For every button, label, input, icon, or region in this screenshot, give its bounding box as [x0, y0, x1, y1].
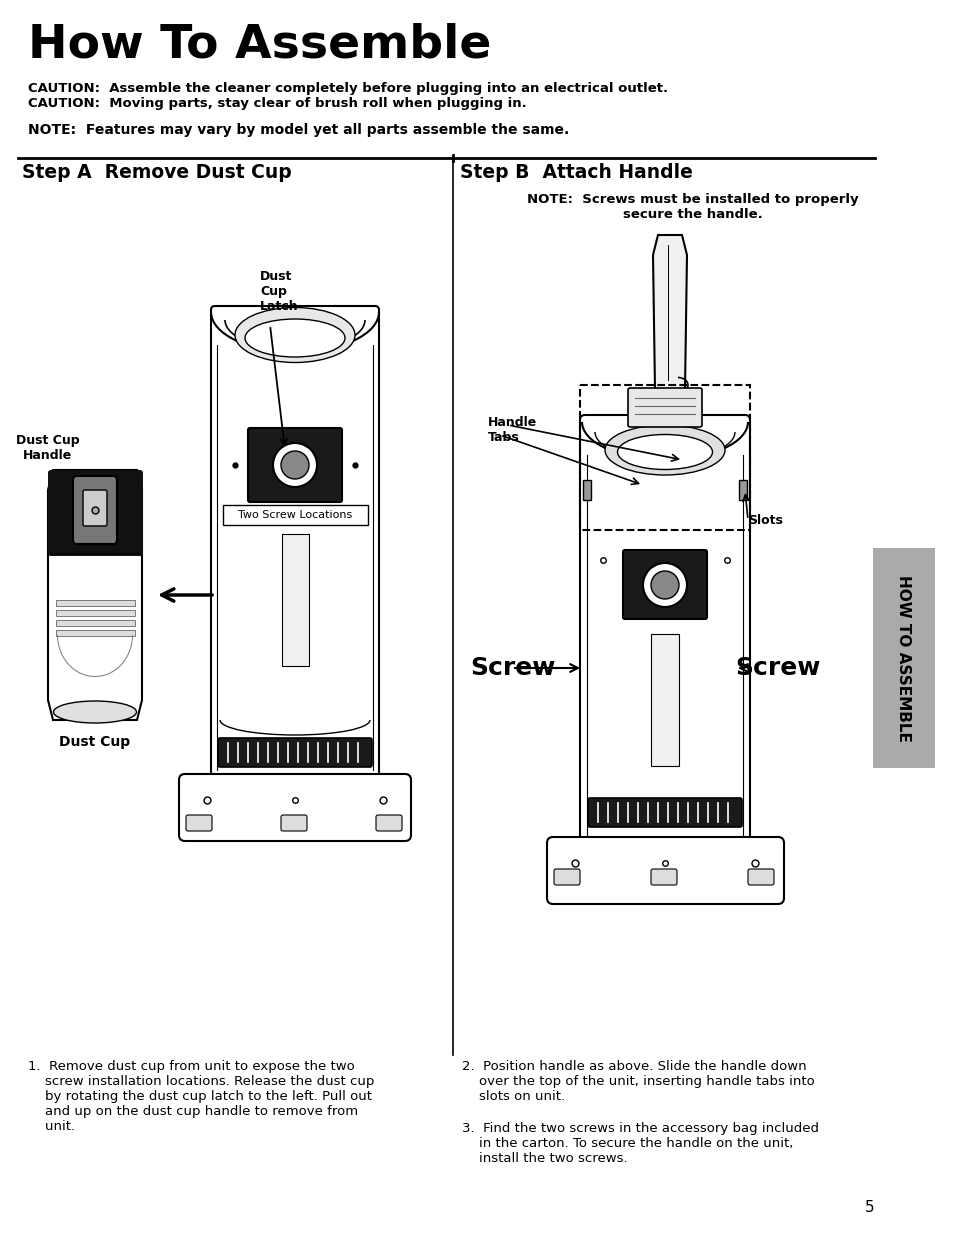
- Ellipse shape: [53, 701, 136, 722]
- Bar: [582, 480, 590, 500]
- Text: Dust
Cup
Latch: Dust Cup Latch: [260, 270, 298, 312]
- Ellipse shape: [617, 435, 712, 469]
- Text: 1.  Remove dust cup from unit to expose the two
    screw installation locations: 1. Remove dust cup from unit to expose t…: [28, 1060, 374, 1132]
- Text: CAUTION:  Moving parts, stay clear of brush roll when plugging in.: CAUTION: Moving parts, stay clear of bru…: [28, 98, 526, 110]
- FancyBboxPatch shape: [282, 534, 309, 666]
- Ellipse shape: [234, 308, 355, 363]
- Polygon shape: [652, 235, 686, 390]
- FancyBboxPatch shape: [747, 869, 773, 885]
- Bar: [56, 610, 135, 616]
- Text: Step A  Remove Dust Cup: Step A Remove Dust Cup: [22, 163, 292, 182]
- FancyBboxPatch shape: [186, 815, 212, 831]
- FancyBboxPatch shape: [248, 429, 341, 501]
- Bar: [56, 620, 135, 626]
- FancyBboxPatch shape: [622, 550, 706, 619]
- FancyBboxPatch shape: [650, 869, 677, 885]
- FancyBboxPatch shape: [281, 815, 307, 831]
- Bar: [739, 480, 746, 500]
- Circle shape: [281, 451, 309, 479]
- Circle shape: [642, 563, 686, 606]
- Text: Two Screw Locations: Two Screw Locations: [237, 510, 352, 520]
- Text: CAUTION:  Assemble the cleaner completely before plugging into an electrical out: CAUTION: Assemble the cleaner completely…: [28, 82, 667, 95]
- FancyBboxPatch shape: [375, 815, 401, 831]
- Bar: [579, 385, 749, 530]
- Text: Dust Cup: Dust Cup: [59, 735, 131, 748]
- Text: Handle
Tabs: Handle Tabs: [488, 416, 537, 445]
- FancyBboxPatch shape: [73, 475, 117, 543]
- FancyBboxPatch shape: [546, 837, 783, 904]
- Text: Screw: Screw: [734, 656, 820, 680]
- FancyBboxPatch shape: [179, 774, 411, 841]
- FancyBboxPatch shape: [587, 798, 741, 827]
- Text: Dust Cup
Handle: Dust Cup Handle: [16, 433, 80, 462]
- Circle shape: [650, 571, 679, 599]
- FancyBboxPatch shape: [627, 388, 701, 427]
- FancyBboxPatch shape: [211, 306, 378, 804]
- Text: Step B  Attach Handle: Step B Attach Handle: [459, 163, 692, 182]
- Bar: [56, 600, 135, 606]
- Ellipse shape: [604, 425, 724, 475]
- Text: Slots: Slots: [747, 514, 782, 526]
- Circle shape: [273, 443, 316, 487]
- Ellipse shape: [245, 319, 345, 357]
- Bar: [872, 548, 934, 768]
- FancyBboxPatch shape: [48, 471, 143, 556]
- FancyBboxPatch shape: [218, 739, 372, 767]
- FancyBboxPatch shape: [579, 415, 749, 869]
- Text: NOTE:  Features may vary by model yet all parts assemble the same.: NOTE: Features may vary by model yet all…: [28, 124, 569, 137]
- Polygon shape: [48, 471, 142, 720]
- Text: 2.  Position handle as above. Slide the handle down
    over the top of the unit: 2. Position handle as above. Slide the h…: [461, 1060, 814, 1103]
- FancyBboxPatch shape: [650, 634, 679, 766]
- Text: NOTE:  Screws must be installed to properly
secure the handle.: NOTE: Screws must be installed to proper…: [527, 193, 858, 221]
- Bar: [223, 505, 368, 525]
- Text: How To Assemble: How To Assemble: [28, 22, 491, 67]
- FancyBboxPatch shape: [83, 490, 107, 526]
- Text: 3.  Find the two screws in the accessory bag included
    in the carton. To secu: 3. Find the two screws in the accessory …: [461, 1123, 818, 1165]
- Bar: [56, 630, 135, 636]
- Text: 5: 5: [864, 1200, 874, 1215]
- Text: Screw: Screw: [470, 656, 555, 680]
- Text: HOW TO ASSEMBLE: HOW TO ASSEMBLE: [896, 574, 910, 741]
- FancyBboxPatch shape: [554, 869, 579, 885]
